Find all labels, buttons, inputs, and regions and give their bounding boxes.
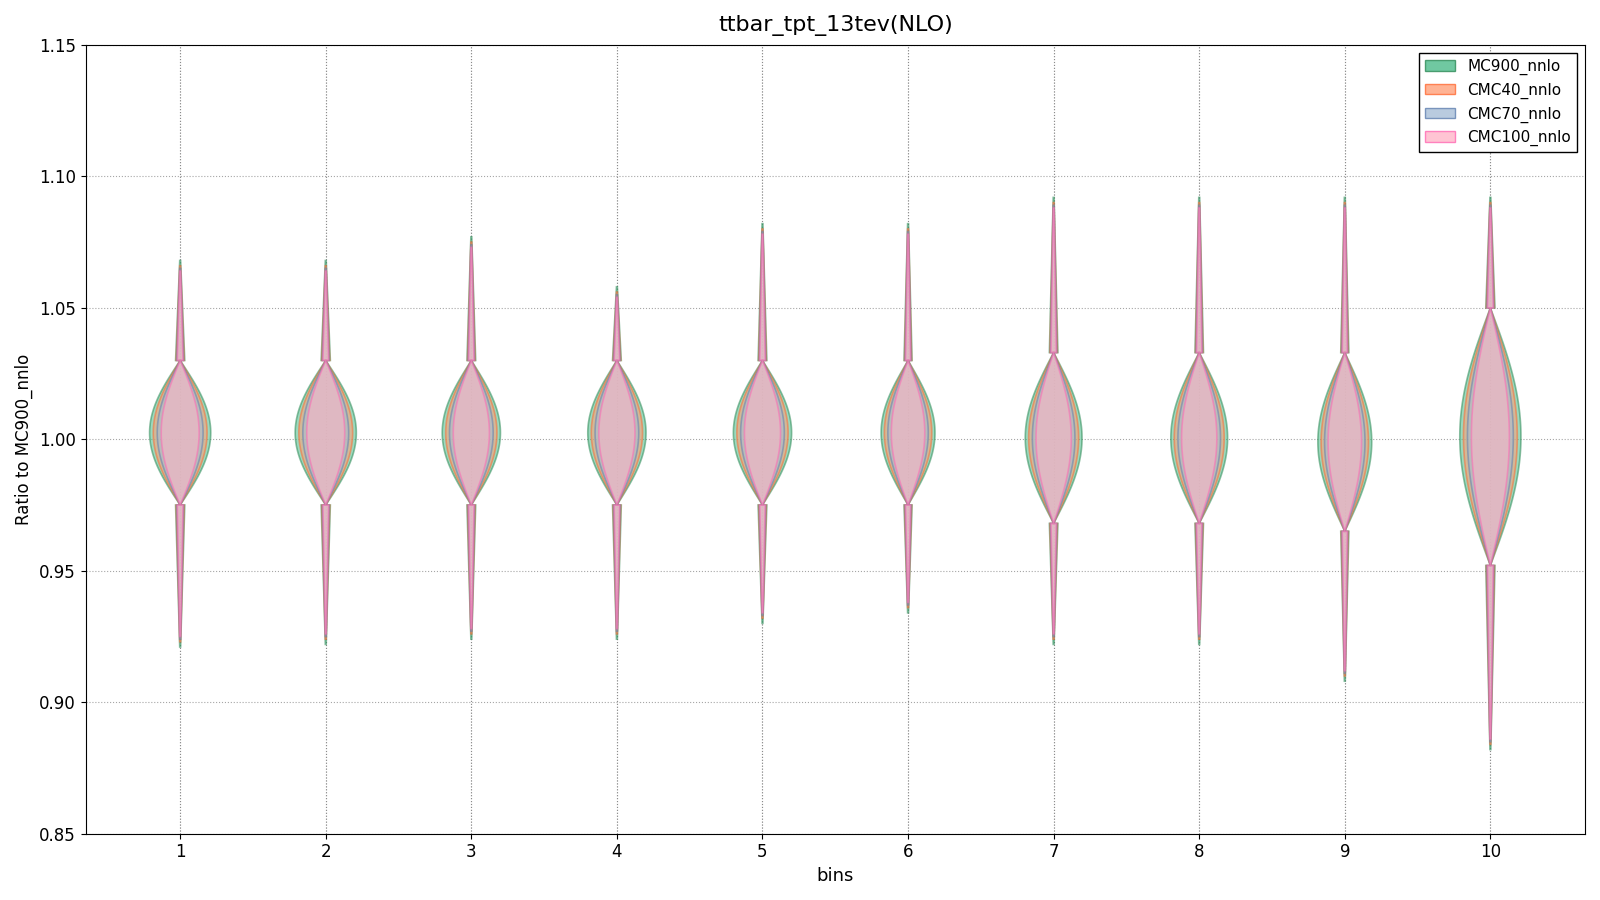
Polygon shape <box>738 229 789 618</box>
Polygon shape <box>891 234 925 602</box>
Polygon shape <box>1029 202 1078 639</box>
Polygon shape <box>442 237 501 639</box>
Polygon shape <box>1472 208 1509 739</box>
Polygon shape <box>294 260 357 644</box>
Polygon shape <box>1026 197 1082 644</box>
Polygon shape <box>1037 208 1072 634</box>
Polygon shape <box>882 224 934 613</box>
Polygon shape <box>307 271 344 634</box>
Polygon shape <box>598 297 635 628</box>
Polygon shape <box>302 268 349 636</box>
Polygon shape <box>1325 205 1365 673</box>
Polygon shape <box>592 292 643 634</box>
Polygon shape <box>741 231 784 616</box>
Polygon shape <box>1171 197 1227 644</box>
Polygon shape <box>595 294 638 631</box>
Polygon shape <box>157 268 203 639</box>
Polygon shape <box>1328 208 1362 670</box>
Legend: MC900_nnlo, CMC40_nnlo, CMC70_nnlo, CMC100_nnlo: MC900_nnlo, CMC40_nnlo, CMC70_nnlo, CMC1… <box>1419 52 1578 152</box>
Polygon shape <box>744 234 781 613</box>
Polygon shape <box>450 245 493 631</box>
Polygon shape <box>299 266 352 639</box>
Polygon shape <box>888 231 928 605</box>
Polygon shape <box>1182 208 1218 634</box>
X-axis label: bins: bins <box>816 867 854 885</box>
Polygon shape <box>446 242 498 634</box>
Polygon shape <box>1178 205 1221 636</box>
Polygon shape <box>1174 202 1224 639</box>
Polygon shape <box>1467 205 1514 742</box>
Polygon shape <box>154 266 206 642</box>
Polygon shape <box>885 229 931 608</box>
Polygon shape <box>149 260 211 647</box>
Polygon shape <box>1318 197 1371 681</box>
Title: ttbar_tpt_13tev(NLO): ttbar_tpt_13tev(NLO) <box>718 15 952 36</box>
Polygon shape <box>1459 197 1522 750</box>
Polygon shape <box>453 248 490 628</box>
Polygon shape <box>162 271 198 636</box>
Polygon shape <box>1032 205 1075 636</box>
Polygon shape <box>733 224 792 624</box>
Y-axis label: Ratio to MC900_nnlo: Ratio to MC900_nnlo <box>14 354 34 525</box>
Polygon shape <box>587 287 646 639</box>
Polygon shape <box>1464 202 1517 744</box>
Polygon shape <box>1322 202 1368 676</box>
